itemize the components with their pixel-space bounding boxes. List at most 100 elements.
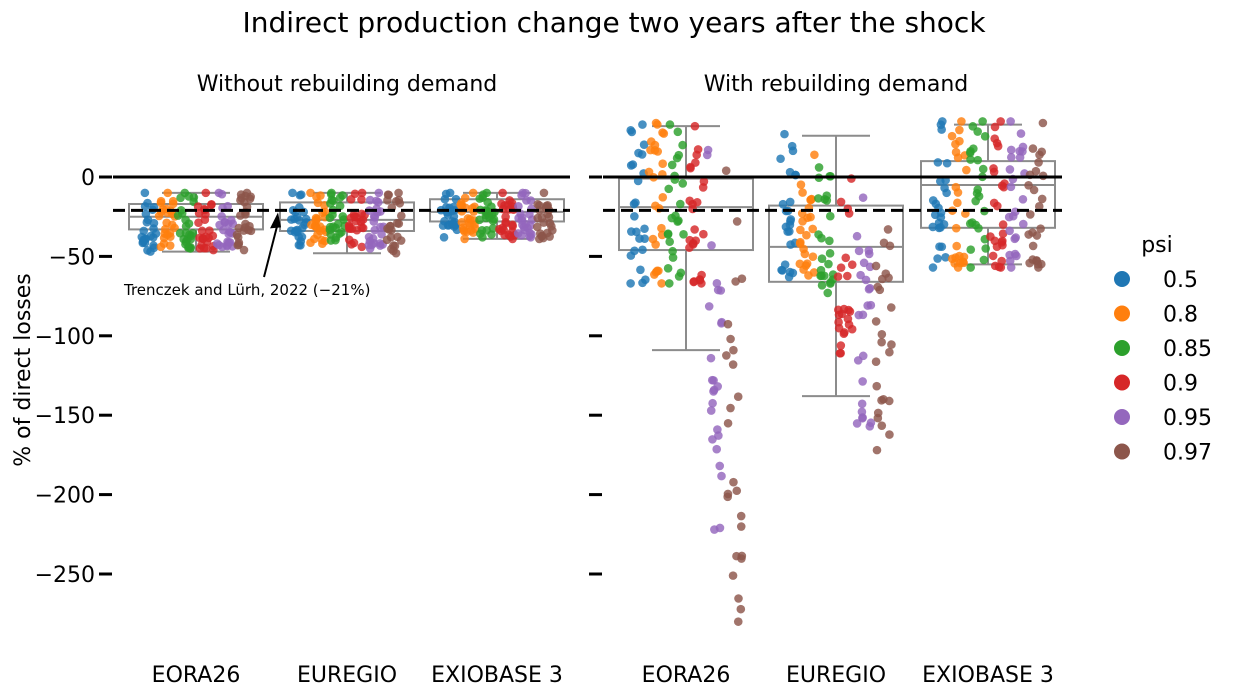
- data-point: [980, 132, 990, 141]
- data-point: [841, 253, 851, 263]
- legend-label: 0.8: [1163, 303, 1198, 328]
- data-point: [387, 225, 396, 235]
- data-point: [641, 275, 650, 284]
- data-point: [654, 266, 663, 276]
- data-point: [539, 188, 549, 198]
- data-point: [736, 522, 746, 531]
- data-point: [475, 215, 484, 225]
- data-point: [707, 241, 716, 250]
- data-point: [346, 195, 356, 204]
- data-point: [836, 341, 846, 350]
- data-point: [373, 197, 383, 207]
- data-point: [311, 213, 321, 223]
- data-point: [937, 242, 947, 252]
- data-point: [778, 199, 788, 209]
- data-point: [877, 337, 886, 347]
- data-point: [936, 177, 945, 186]
- data-point: [736, 604, 746, 614]
- data-point: [335, 201, 345, 211]
- data-point: [648, 234, 658, 244]
- data-point: [990, 122, 1000, 132]
- data-point: [866, 300, 876, 310]
- data-point: [1028, 241, 1038, 251]
- data-point: [817, 254, 827, 263]
- data-point: [357, 188, 367, 198]
- data-point: [143, 246, 152, 255]
- data-point: [947, 131, 957, 141]
- data-point: [885, 347, 894, 357]
- data-point: [873, 282, 883, 292]
- data-point: [201, 243, 211, 253]
- data-point: [245, 221, 254, 231]
- panel-1: Without rebuilding demand 0 −50 −100 −150 −20…: [35, 72, 570, 688]
- data-point: [201, 188, 211, 198]
- data-point: [1038, 118, 1048, 128]
- data-point: [708, 398, 717, 408]
- data-point: [443, 221, 453, 230]
- data-point: [966, 146, 975, 156]
- data-point: [836, 197, 846, 207]
- data-point: [626, 125, 636, 135]
- data-point: [729, 345, 738, 355]
- data-point: [709, 387, 718, 396]
- data-point: [663, 264, 673, 273]
- data-point: [239, 245, 249, 255]
- data-point: [808, 252, 818, 261]
- data-point: [525, 221, 535, 230]
- data-point: [957, 117, 966, 126]
- data-point: [638, 120, 647, 129]
- legend-marker: [1114, 443, 1130, 460]
- data-point: [457, 217, 467, 227]
- data-point: [326, 190, 336, 199]
- data-point: [858, 377, 867, 386]
- y-tick-label: −150: [35, 404, 95, 429]
- x-tick-label: EORA26: [152, 663, 241, 688]
- data-point: [825, 249, 835, 258]
- box-eora26: [618, 125, 754, 352]
- data-point: [657, 279, 666, 288]
- data-point: [833, 305, 843, 315]
- annotation-text: Trenczek and Lürh, 2022 (−21%): [123, 281, 370, 299]
- data-point: [798, 188, 807, 197]
- data-point: [140, 188, 150, 198]
- data-point: [786, 215, 796, 224]
- data-point: [222, 241, 232, 251]
- data-point: [723, 418, 733, 428]
- data-point: [726, 334, 735, 344]
- legend-marker: [1114, 374, 1130, 391]
- data-point: [689, 277, 698, 287]
- data-point: [482, 225, 492, 235]
- data-point: [928, 196, 938, 205]
- data-point: [1024, 180, 1033, 190]
- data-point: [783, 227, 792, 236]
- data-point: [795, 239, 805, 248]
- data-point: [501, 212, 510, 222]
- data-point: [936, 120, 946, 129]
- data-point: [664, 279, 674, 288]
- data-point: [517, 213, 527, 223]
- data-point: [462, 227, 472, 237]
- data-point: [237, 193, 246, 203]
- data-point: [780, 129, 789, 139]
- data-point: [974, 223, 983, 233]
- data-point: [979, 255, 989, 265]
- data-point: [796, 225, 805, 235]
- data-point: [833, 272, 843, 281]
- data-point: [810, 150, 819, 160]
- data-point: [825, 211, 835, 221]
- data-point: [173, 211, 183, 220]
- data-point: [966, 155, 975, 164]
- data-point: [836, 348, 845, 358]
- data-point: [883, 225, 893, 234]
- data-point: [802, 259, 812, 268]
- data-point: [715, 461, 725, 471]
- data-point: [871, 261, 881, 271]
- data-point: [706, 406, 716, 415]
- data-point: [294, 240, 304, 250]
- data-point: [194, 218, 203, 227]
- data-point: [834, 317, 843, 327]
- data-point: [733, 392, 743, 401]
- data-point: [296, 190, 306, 199]
- data-point: [785, 267, 795, 277]
- data-point: [728, 571, 738, 580]
